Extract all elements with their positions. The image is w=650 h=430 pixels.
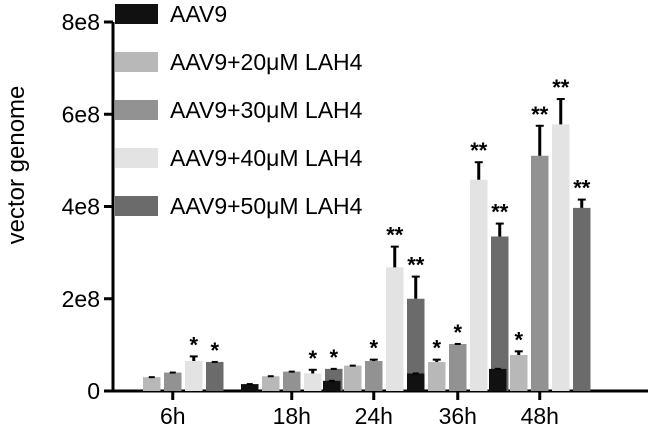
bar	[407, 298, 425, 391]
legend-label: AAV9+20μM LAH4	[170, 49, 363, 75]
bar-groups: * * * * ******************	[143, 75, 591, 392]
x-tick-label: 36h	[439, 403, 477, 429]
y-tick-label: 4e8	[62, 194, 100, 220]
bar	[573, 207, 591, 391]
y-axis-title: vector genome	[3, 86, 30, 245]
significance-marker: *	[432, 336, 441, 361]
significance-marker: **	[386, 223, 404, 248]
bar	[283, 371, 301, 391]
significance-marker: **	[407, 253, 425, 278]
legend-item: AAV9	[115, 1, 227, 27]
bar	[185, 361, 203, 391]
legend-item: AAV9+40μM LAH4	[115, 145, 363, 171]
bar-group: *******	[489, 75, 591, 392]
legend-label: AAV9	[170, 1, 227, 27]
legend-swatch	[115, 100, 158, 120]
significance-marker: *	[369, 336, 378, 361]
bar	[407, 373, 425, 391]
legend-item: AAV9+50μM LAH4	[115, 193, 363, 219]
y-tick-label: 6e8	[62, 101, 100, 127]
axes: 0 2e8 4e8 6e8 8e8 6h 18h 24h 36h 48h	[62, 9, 648, 429]
legend-item: AAV9+30μM LAH4	[115, 97, 363, 123]
y-tick-label: 2e8	[62, 286, 100, 312]
significance-marker: **	[552, 75, 570, 100]
legend-swatch	[115, 196, 158, 216]
bar-group: ******	[407, 138, 509, 391]
bar-group: *****	[323, 223, 425, 391]
significance-marker: *	[189, 332, 198, 357]
legend-label: AAV9+30μM LAH4	[170, 97, 363, 123]
bar	[304, 373, 322, 391]
bar	[386, 267, 404, 391]
legend-swatch	[115, 52, 158, 72]
legend: AAV9 AAV9+20μM LAH4 AAV9+30μM LAH4 AAV9+40μ…	[115, 1, 363, 219]
bar	[164, 372, 182, 391]
significance-marker: **	[470, 138, 488, 163]
bar	[428, 361, 446, 391]
bar-group: * *	[143, 332, 224, 391]
bar	[323, 380, 341, 391]
bar	[510, 355, 528, 391]
significance-marker: *	[514, 327, 523, 352]
legend-label: AAV9+40μM LAH4	[170, 145, 363, 171]
significance-marker: *	[329, 345, 338, 370]
x-tick-label: 18h	[273, 403, 311, 429]
bar	[489, 368, 507, 391]
bar	[344, 365, 362, 391]
significance-marker: **	[531, 102, 549, 127]
bar	[449, 343, 467, 391]
bar	[262, 376, 280, 391]
bar	[241, 384, 259, 391]
x-tick-label: 48h	[521, 403, 559, 429]
x-tick-label: 24h	[355, 403, 393, 429]
bar	[531, 155, 549, 391]
bar	[491, 236, 509, 391]
y-tick-label: 0	[87, 378, 100, 404]
legend-swatch	[115, 148, 158, 168]
bar	[365, 361, 383, 391]
significance-marker: *	[308, 346, 317, 371]
legend-swatch	[115, 4, 158, 24]
bar	[470, 179, 488, 391]
legend-item: AAV9+20μM LAH4	[115, 49, 363, 75]
bar	[206, 361, 224, 391]
significance-marker: *	[453, 320, 462, 345]
significance-marker: **	[491, 200, 509, 225]
bar	[552, 124, 570, 392]
significance-marker: *	[210, 338, 219, 363]
legend-label: AAV9+50μM LAH4	[170, 193, 363, 219]
significance-marker: **	[573, 176, 591, 201]
bar	[143, 377, 161, 391]
y-tick-label: 8e8	[62, 9, 100, 35]
x-tick-label: 6h	[160, 403, 186, 429]
